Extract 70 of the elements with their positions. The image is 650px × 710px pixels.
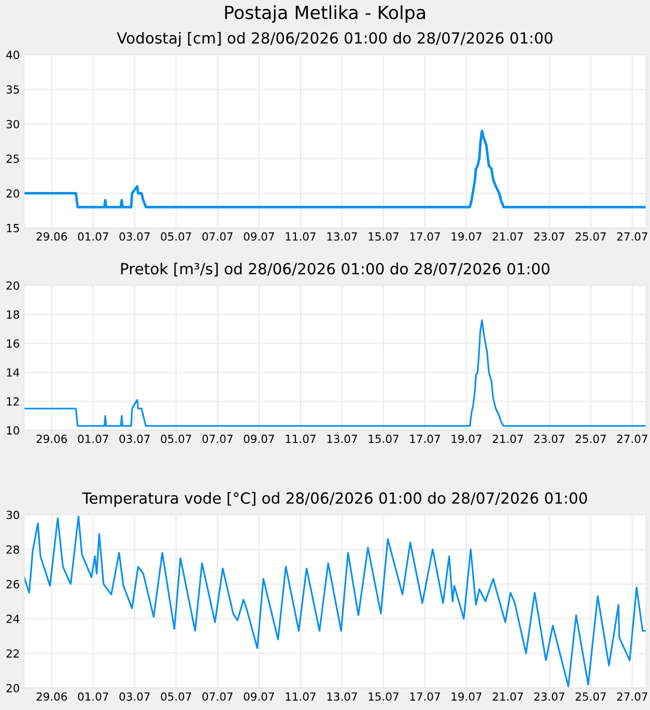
x-tick-label: 19.07 <box>452 434 482 444</box>
x-tick-label: 05.07 <box>160 434 192 444</box>
y-tick-label: 35 <box>6 85 19 94</box>
y-tick-label: 12 <box>6 397 19 406</box>
x-tick-label: 21.07 <box>492 692 523 701</box>
y-tick-label: 30 <box>6 120 20 128</box>
y-tick-label: 15 <box>6 224 19 232</box>
x-tick-label: 21.07 <box>492 232 523 241</box>
x-tick-label: 13.07 <box>327 434 357 444</box>
y-tick-label: 10 <box>6 426 20 435</box>
x-tick-label: 23.07 <box>534 692 564 701</box>
x-tick-label: 03.07 <box>119 434 150 444</box>
x-tick-label: 29.06 <box>36 232 67 241</box>
chart-title: Temperatura vode [°C] od 28/06/2026 01:00 do 28/07/2026 01:00 <box>82 492 588 507</box>
x-tick-label: 13.07 <box>327 692 357 701</box>
x-tick-label: 23.07 <box>534 434 564 444</box>
y-tick-label: 20 <box>6 189 20 198</box>
line-series <box>24 516 646 688</box>
x-tick-label: 07.07 <box>202 434 233 444</box>
x-tick-label: 09.07 <box>244 692 274 701</box>
y-tick-label: 25 <box>6 154 19 163</box>
x-tick-label: 01.07 <box>78 434 108 444</box>
y-tick-label: 18 <box>6 310 20 319</box>
y-tick-label: 22 <box>6 649 19 658</box>
x-tick-label: 27.07 <box>617 434 648 444</box>
x-tick-label: 27.07 <box>617 232 648 241</box>
x-tick-label: 15.07 <box>368 434 398 444</box>
y-tick-label: 14 <box>6 368 20 377</box>
y-tick-label: 20 <box>6 684 20 692</box>
x-tick-label: 15.07 <box>368 692 398 701</box>
y-tick-label: 40 <box>6 50 20 60</box>
x-tick-label: 01.07 <box>78 692 108 701</box>
x-tick-label: 09.07 <box>244 434 274 444</box>
y-tick-label: 24 <box>6 614 20 623</box>
chart-title: Pretok [m³/s] od 28/06/2026 01:00 do 28/07/2026 01:00 <box>121 262 550 276</box>
chart-title: Postaja Metlika - Kolpa <box>225 5 425 23</box>
x-tick-label: 29.06 <box>36 434 67 444</box>
line-series <box>24 130 646 208</box>
x-tick-label: 07.07 <box>202 232 233 241</box>
x-tick-label: 27.07 <box>617 692 648 701</box>
x-tick-label: 05.07 <box>160 232 192 241</box>
x-tick-label: 05.07 <box>160 692 192 701</box>
x-tick-label: 23.07 <box>534 232 564 241</box>
x-tick-label: 15.07 <box>368 232 398 241</box>
x-tick-label: 03.07 <box>119 692 150 701</box>
x-tick-label: 07.07 <box>202 692 233 701</box>
x-tick-label: 17.07 <box>410 692 440 701</box>
x-tick-label: 01.07 <box>78 232 108 241</box>
x-tick-label: 17.07 <box>410 232 440 241</box>
x-tick-label: 19.07 <box>452 232 482 241</box>
y-tick-label: 20 <box>6 281 20 290</box>
x-tick-label: 13.07 <box>327 232 357 241</box>
x-tick-label: 11.07 <box>286 692 316 701</box>
x-tick-label: 29.06 <box>36 692 67 701</box>
chart-subtitle: Vodostaj [cm] od 28/06/2026 01:00 do 28/07/2026 01:00 <box>116 32 552 47</box>
x-tick-label: 25.07 <box>576 232 606 241</box>
y-tick-label: 26 <box>6 580 20 588</box>
x-tick-label: 25.07 <box>576 692 606 701</box>
y-tick-label: 30 <box>6 510 20 520</box>
x-tick-label: 11.07 <box>286 232 316 241</box>
x-tick-label: 19.07 <box>452 692 482 701</box>
x-tick-label: 11.07 <box>286 434 316 444</box>
y-tick-label: 28 <box>6 545 20 554</box>
x-tick-label: 17.07 <box>410 434 440 444</box>
line-series <box>24 319 646 427</box>
x-tick-label: 09.07 <box>244 232 274 241</box>
x-tick-label: 21.07 <box>492 434 523 444</box>
x-tick-label: 03.07 <box>119 232 150 241</box>
x-tick-label: 25.07 <box>576 434 606 444</box>
y-tick-label: 16 <box>6 339 20 348</box>
